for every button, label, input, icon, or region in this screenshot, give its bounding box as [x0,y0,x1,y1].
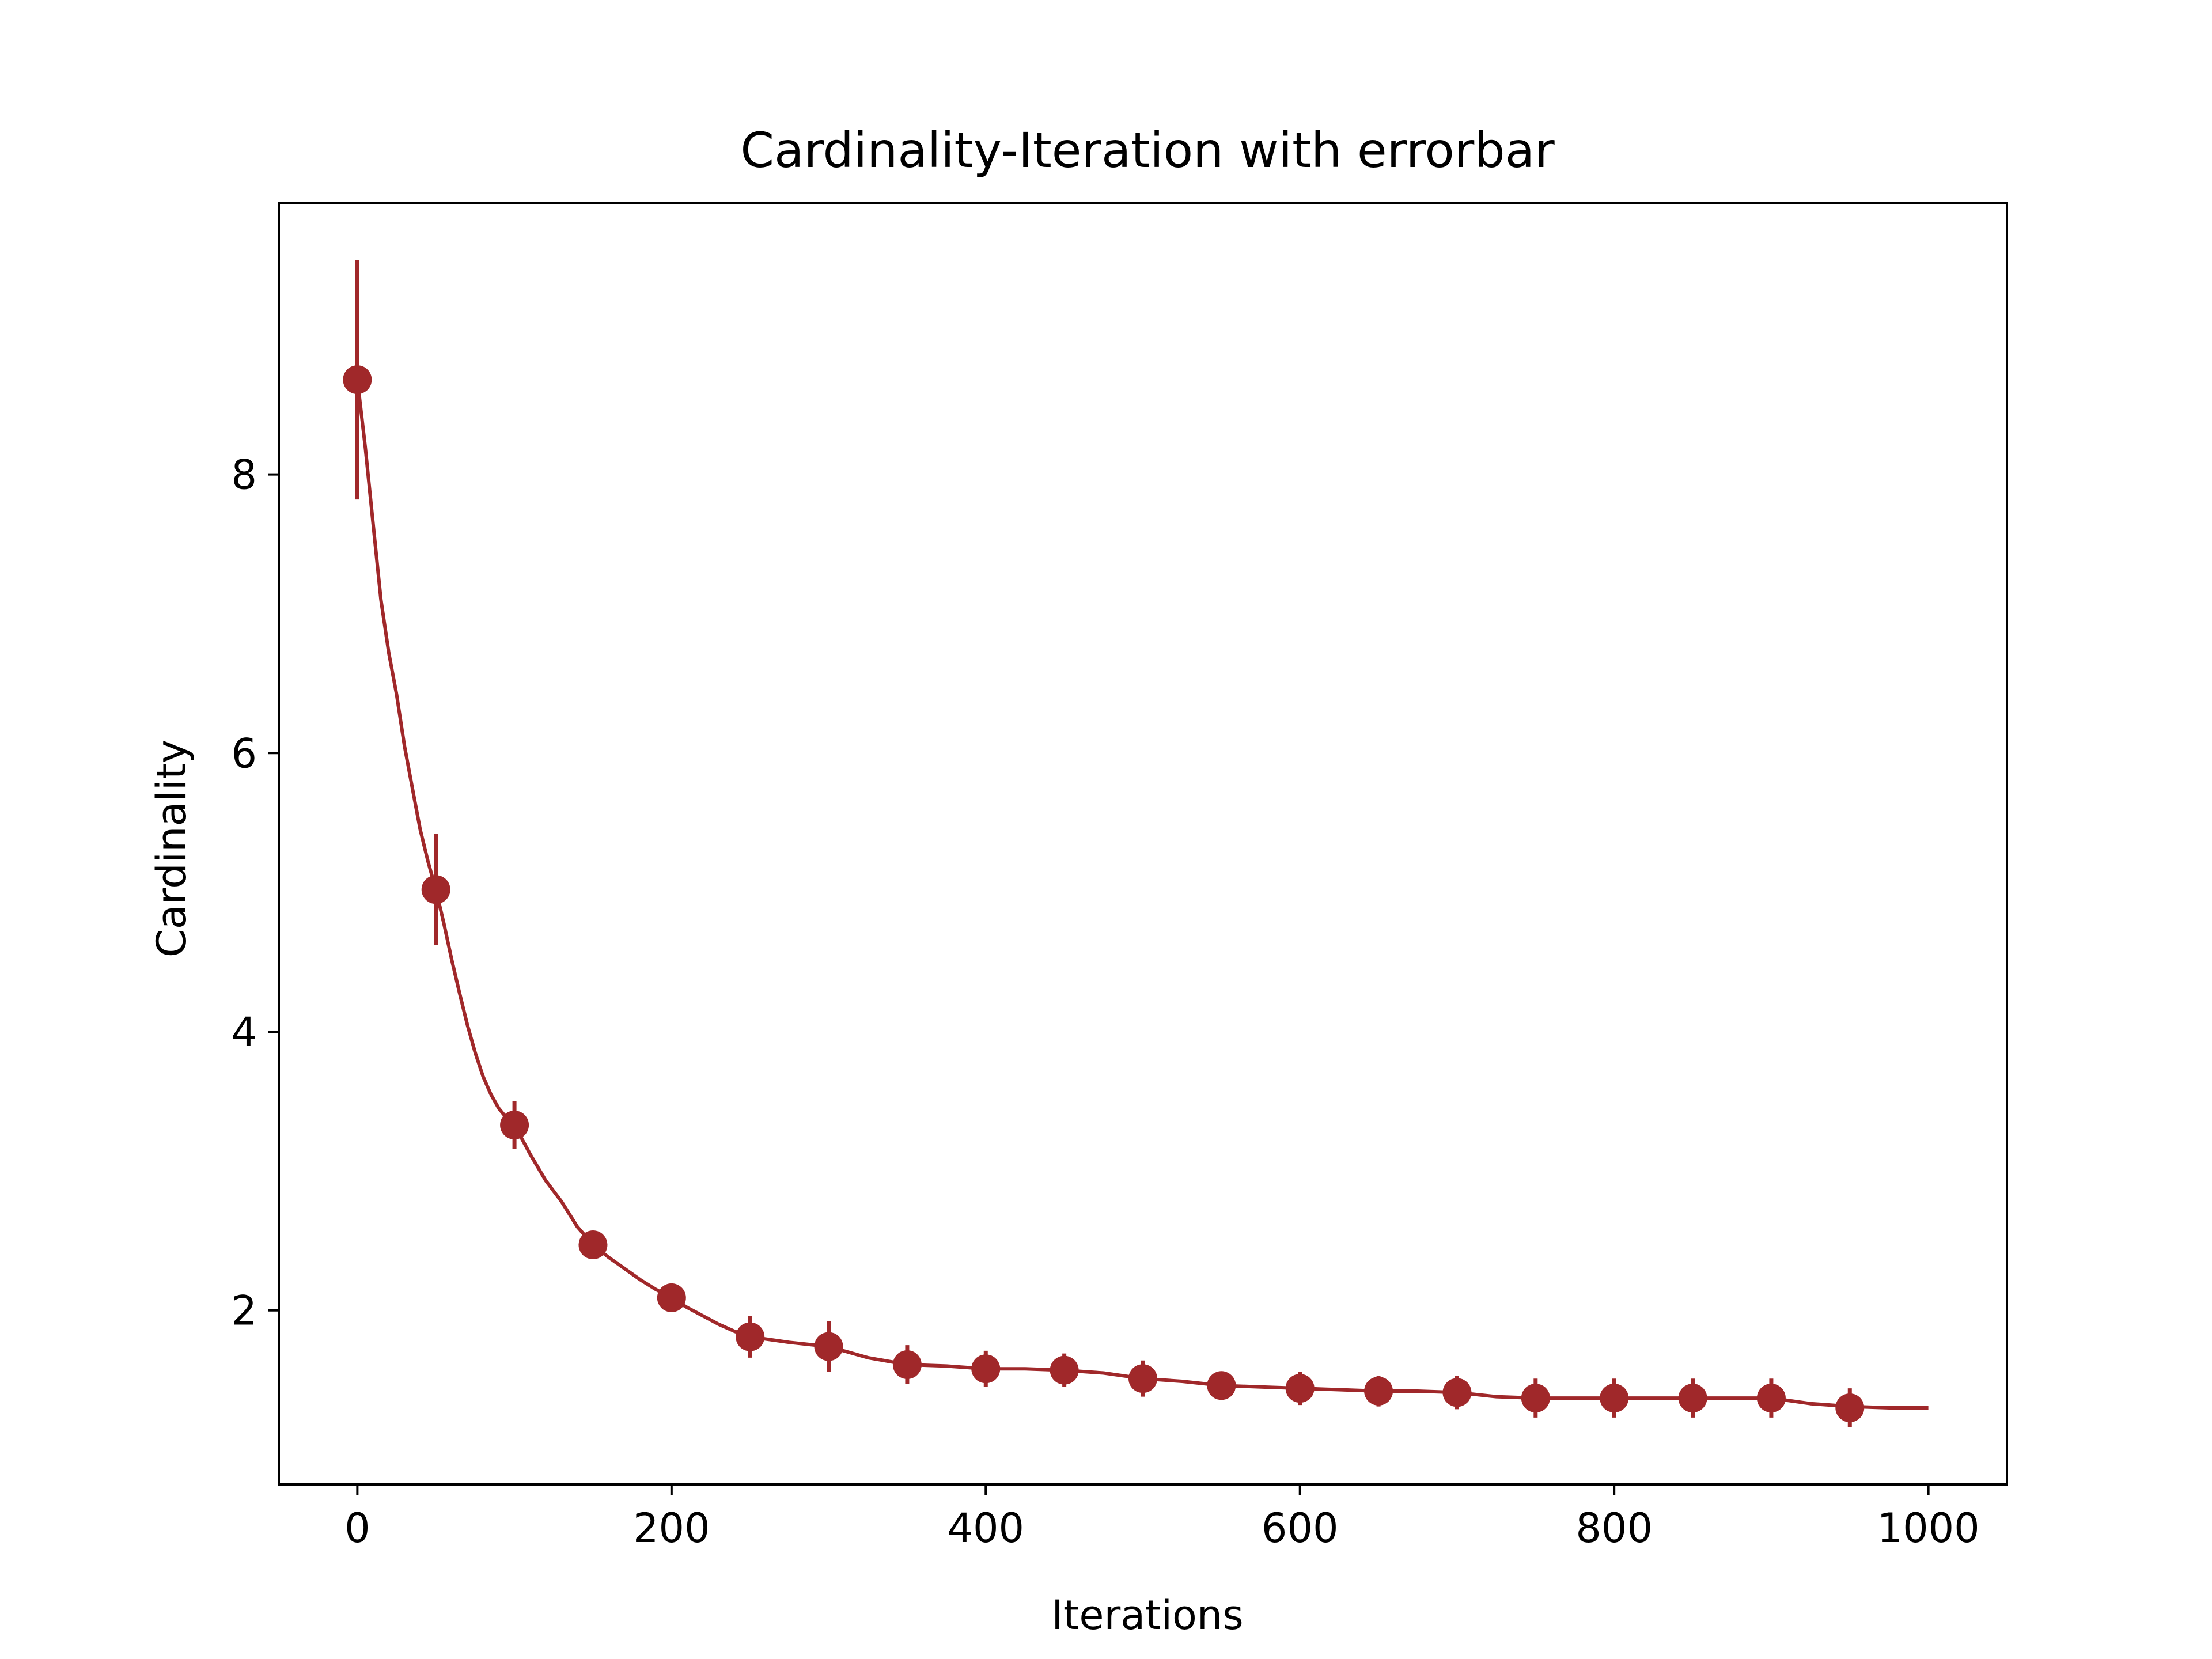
x-axis-label: Iterations [1051,1592,1243,1639]
x-axis: 0 200 400 600 800 1000 [344,1484,1980,1552]
data-point [578,1230,608,1260]
data-point [421,875,450,904]
y-axis-label: Cardinality [148,740,195,957]
y-tick-label: 8 [231,452,257,499]
y-tick-label: 2 [231,1287,257,1335]
data-point [736,1322,765,1351]
data-point [343,365,372,395]
data-point [1678,1384,1707,1413]
series-line [355,379,1929,1410]
plot-area [343,260,1929,1427]
data-point [1285,1374,1315,1403]
data-point [1835,1393,1865,1422]
x-tick-label: 600 [1262,1505,1339,1552]
y-tick-label: 4 [231,1009,257,1056]
y-tick-label: 6 [231,730,257,777]
data-point [971,1354,1001,1384]
data-point [1207,1371,1236,1400]
axes-frame [278,202,2008,1486]
data-point [892,1350,922,1380]
chart-title: Cardinality-Iteration with errorbar [740,122,1555,179]
data-point [1521,1384,1550,1413]
data-point [1600,1384,1629,1413]
data-point [1364,1376,1393,1406]
y-axis: 2 4 6 8 [231,452,279,1335]
data-point [1756,1384,1786,1413]
data-point [1128,1364,1157,1393]
data-point [657,1283,686,1312]
data-point [500,1111,529,1140]
data-point [1050,1355,1079,1385]
data-point [1442,1378,1472,1407]
data-point [814,1332,843,1361]
x-tick-label: 0 [344,1505,370,1552]
x-tick-label: 400 [947,1505,1024,1552]
x-tick-label: 200 [633,1505,710,1552]
x-tick-label: 1000 [1877,1505,1980,1552]
x-tick-label: 800 [1575,1505,1653,1552]
